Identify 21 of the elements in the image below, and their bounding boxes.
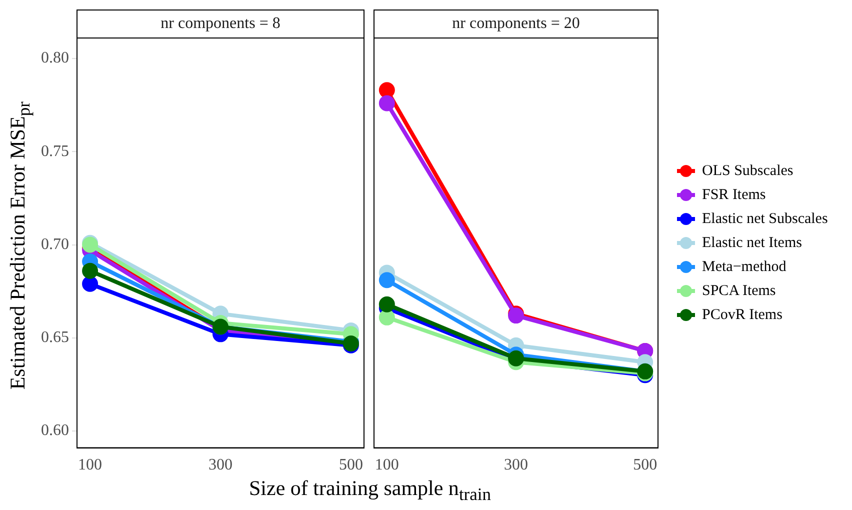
legend-label: FSR Items bbox=[702, 186, 766, 204]
legend-label: SPCA Items bbox=[702, 282, 776, 300]
y-tick-label: 0.60 bbox=[41, 422, 69, 440]
x-tick-label: 300 bbox=[208, 456, 232, 474]
legend-label: OLS Subscales bbox=[702, 162, 794, 180]
legend-label: Elastic net Items bbox=[702, 234, 802, 252]
legend-label: Meta−method bbox=[702, 258, 786, 276]
y-tick-label: 0.65 bbox=[41, 329, 69, 346]
x-tick-label: 500 bbox=[633, 456, 658, 474]
x-tick-label: 300 bbox=[504, 456, 528, 474]
y-tick-label: 0.75 bbox=[41, 142, 69, 160]
x-tick-label: 100 bbox=[374, 456, 399, 474]
legend-label: PCovR Items bbox=[702, 306, 782, 324]
chart-title: nr components = 20 bbox=[452, 15, 580, 32]
chart-title: nr components = 8 bbox=[160, 15, 280, 32]
y-tick-label: 0.70 bbox=[41, 236, 69, 253]
x-axis-title: Size of training sample n$_{train}$ bbox=[248, 476, 492, 506]
y-tick-label: 0.80 bbox=[41, 50, 69, 67]
x-tick-label: 500 bbox=[338, 456, 363, 474]
x-tick-label: 100 bbox=[78, 456, 102, 474]
legend-label: Elastic net Subscales bbox=[702, 210, 828, 228]
